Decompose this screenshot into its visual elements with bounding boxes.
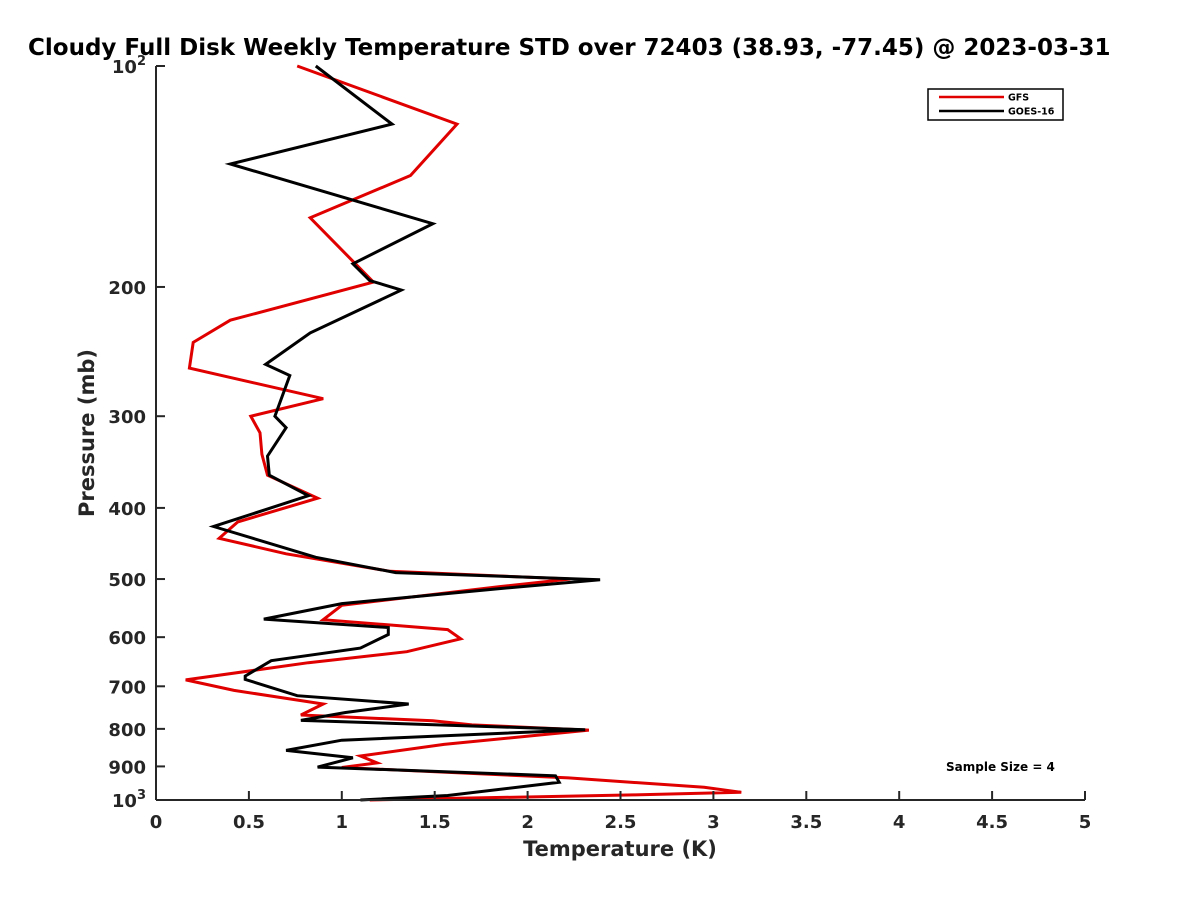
- y-tick-label: 500: [108, 570, 146, 591]
- x-tick-label: 4.5: [976, 812, 1008, 833]
- legend-label-gfs: GFS: [1008, 93, 1029, 104]
- sample-size-annotation: Sample Size = 4: [946, 760, 1055, 774]
- axes: [155, 66, 1085, 801]
- x-tick-label: 3: [707, 812, 720, 833]
- series-line-goes-16: [208, 64, 601, 802]
- y-tick-label: 103: [112, 788, 146, 812]
- x-tick-label: 1.5: [419, 812, 451, 833]
- x-tick-label: 5: [1079, 812, 1092, 833]
- y-tick-label: 200: [108, 278, 146, 299]
- chart-title: Cloudy Full Disk Weekly Temperature STD …: [28, 35, 1111, 61]
- legend-box: [927, 88, 1064, 121]
- y-tick-label: 800: [108, 720, 146, 741]
- y-tick-label: 102: [112, 54, 146, 78]
- x-ticks: 0 0.5 1 1.5 2 2.5 3 3.5 4 4.5 5: [150, 791, 1092, 833]
- y-ticks: 102 200 300 400 500 600 700 800 900 103: [108, 54, 165, 812]
- y-tick-label: 400: [108, 499, 146, 520]
- legend-label-goes-16: GOES-16: [1008, 107, 1055, 118]
- y-tick-label: 300: [108, 407, 146, 428]
- x-tick-label: 1: [336, 812, 349, 833]
- y-axis-title: Pressure (mb): [75, 349, 99, 517]
- x-tick-label: 0: [150, 812, 163, 833]
- x-axis-title: Temperature (K): [523, 837, 717, 861]
- series-line-gfs: [185, 64, 742, 802]
- y-tick-label: 600: [108, 628, 146, 649]
- y-tick-label: 700: [108, 677, 146, 698]
- x-tick-label: 2.5: [605, 812, 637, 833]
- series-layer: [185, 64, 742, 802]
- x-tick-label: 4: [893, 812, 906, 833]
- x-tick-label: 2: [521, 812, 534, 833]
- legend: GFS GOES-16: [927, 88, 1064, 121]
- y-tick-label: 900: [108, 757, 146, 778]
- x-tick-label: 0.5: [233, 812, 265, 833]
- x-tick-label: 3.5: [790, 812, 822, 833]
